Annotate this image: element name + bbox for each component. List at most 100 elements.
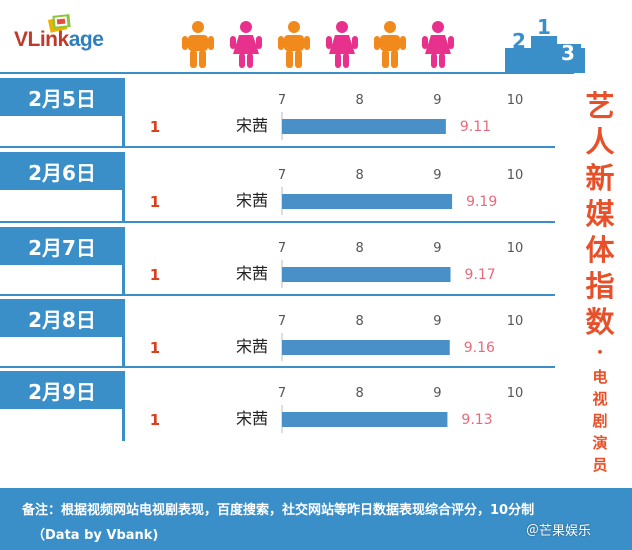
- logo-text-link: Link: [27, 28, 70, 51]
- title-char: 指: [585, 269, 615, 303]
- value-label: 9.17: [465, 267, 496, 283]
- header-divider: [0, 72, 574, 74]
- x-tick-label: 7: [278, 386, 286, 401]
- logo-text-v: V: [14, 28, 28, 51]
- section-border: [122, 371, 125, 441]
- bar: [282, 267, 451, 282]
- date-tab-1: 2月5日: [0, 78, 124, 116]
- x-tick-label: 10: [507, 386, 524, 401]
- title-char: 新: [585, 161, 615, 195]
- x-tick-label: 9: [433, 314, 441, 329]
- person-female-icon: [422, 21, 454, 68]
- value-label: 9.11: [460, 119, 491, 135]
- category-label: 宋茜: [236, 409, 268, 428]
- bar: [282, 194, 453, 209]
- date-tab-4: 2月8日: [0, 299, 124, 337]
- date-label: 2月6日: [28, 160, 96, 185]
- bar: [282, 412, 448, 427]
- title-char: 艺: [585, 89, 615, 123]
- footer-credit: （Data by Vbank): [32, 528, 159, 543]
- x-tick-label: 10: [507, 93, 524, 108]
- x-tick-label: 7: [278, 93, 286, 108]
- date-label: 2月8日: [28, 307, 96, 332]
- podium-label: 1: [537, 18, 551, 39]
- title-char: 体: [585, 233, 615, 267]
- rank-label: 1: [150, 339, 160, 357]
- podium-icon: 2 1 3: [505, 18, 585, 73]
- category-label: 宋茜: [236, 264, 268, 283]
- rank-label: 1: [150, 411, 160, 429]
- title-char: 数: [585, 305, 615, 339]
- date-label: 2月5日: [28, 86, 96, 111]
- x-tick-label: 9: [433, 93, 441, 108]
- subtitle-char: 视: [592, 390, 608, 408]
- panel-chart-3: 7 8 9 10 1 宋茜 9.17: [150, 241, 524, 288]
- bar: [282, 119, 446, 134]
- x-tick-label: 8: [356, 168, 364, 183]
- podium-label: 2: [512, 29, 526, 53]
- title-char: 媒: [585, 197, 615, 231]
- panel-chart-2: 7 8 9 10 1 宋茜 9.19: [150, 168, 524, 215]
- person-female-icon: [230, 21, 262, 68]
- x-tick-label: 10: [507, 241, 524, 256]
- section-border: [122, 152, 125, 222]
- people-icons: [182, 21, 454, 68]
- x-tick-label: 7: [278, 314, 286, 329]
- subtitle-char: 员: [592, 456, 608, 474]
- person-male-icon: [182, 21, 214, 68]
- value-label: 9.13: [461, 412, 492, 428]
- x-tick-label: 7: [278, 241, 286, 256]
- category-label: 宋茜: [236, 191, 268, 210]
- subtitle-bullet: •: [596, 346, 604, 359]
- section-divider: [0, 366, 555, 368]
- date-tab-5: 2月9日: [0, 371, 124, 409]
- x-tick-label: 7: [278, 168, 286, 183]
- title-char: 人: [585, 125, 615, 159]
- subtitle-char: 演: [592, 434, 608, 452]
- chart-title: 艺 人 新 媒 体 指 数: [582, 88, 618, 340]
- rank-label: 1: [150, 193, 160, 211]
- section-divider: [0, 221, 555, 223]
- footer-note: 备注：根据视频网站电视剧表现，百度搜索，社交网站等昨日数据表现综合评分，10分制: [22, 503, 535, 518]
- section-divider: [0, 146, 555, 148]
- date-tab-2: 2月6日: [0, 152, 124, 190]
- watermark: ＠芒果娱乐: [526, 524, 592, 539]
- person-female-icon: [326, 21, 358, 68]
- x-tick-label: 8: [356, 386, 364, 401]
- podium-label: 3: [561, 41, 575, 65]
- footer-bar: [0, 488, 632, 550]
- value-label: 9.16: [464, 340, 495, 356]
- panel-chart-4: 7 8 9 10 1 宋茜 9.16: [150, 314, 524, 361]
- person-male-icon: [278, 21, 310, 68]
- logo-text-age: age: [68, 28, 104, 51]
- date-label: 2月9日: [28, 379, 96, 404]
- subtitle-char: 电: [592, 368, 608, 386]
- category-label: 宋茜: [236, 116, 268, 135]
- section-divider: [0, 294, 555, 296]
- section-border: [122, 299, 125, 367]
- x-tick-label: 9: [433, 168, 441, 183]
- brand-logo: VLinkage: [14, 28, 104, 52]
- x-tick-label: 10: [507, 168, 524, 183]
- logo-mark-icon: [47, 14, 71, 33]
- panel-chart-1: 7 8 9 10 1 宋茜 9.11: [150, 93, 524, 140]
- x-tick-label: 8: [356, 314, 364, 329]
- bar: [282, 340, 450, 355]
- date-label: 2月7日: [28, 235, 96, 260]
- rank-label: 1: [150, 266, 160, 284]
- x-tick-label: 8: [356, 93, 364, 108]
- x-tick-label: 9: [433, 386, 441, 401]
- x-tick-label: 10: [507, 314, 524, 329]
- person-male-icon: [374, 21, 406, 68]
- value-label: 9.19: [466, 194, 497, 210]
- x-tick-label: 9: [433, 241, 441, 256]
- section-border: [122, 78, 125, 148]
- x-tick-label: 8: [356, 241, 364, 256]
- section-border: [122, 227, 125, 295]
- panel-chart-5: 7 8 9 10 1 宋茜 9.13: [150, 386, 524, 433]
- subtitle-char: 剧: [592, 412, 608, 430]
- category-label: 宋茜: [236, 337, 268, 356]
- chart-subtitle: 电 视 剧 演 员: [589, 366, 611, 476]
- rank-label: 1: [150, 118, 160, 136]
- date-tab-3: 2月7日: [0, 227, 124, 265]
